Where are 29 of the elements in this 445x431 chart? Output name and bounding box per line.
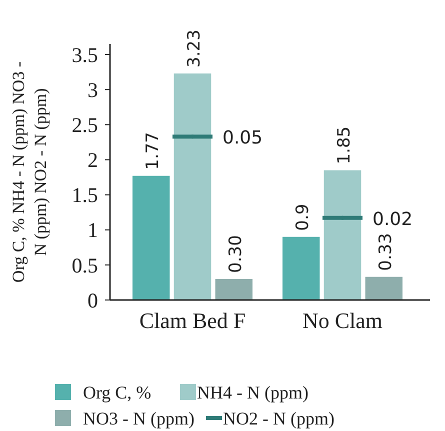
data-label: 0.05 bbox=[222, 128, 263, 149]
x-tick-label: Clam Bed F bbox=[139, 308, 246, 333]
y-tick-label: 1.5 bbox=[72, 183, 98, 208]
bar bbox=[215, 278, 252, 300]
y-axis-title: Org C, % NH4 - N (ppm) NO3 - N (ppm) NO2 - N (ppm) bbox=[9, 61, 50, 283]
bar bbox=[324, 170, 362, 300]
y-tick-label: 1 bbox=[88, 218, 98, 242]
data-label: 0.02 bbox=[372, 208, 413, 230]
y-tick-label: 3 bbox=[88, 78, 98, 102]
y-tick-label: 2.5 bbox=[72, 113, 98, 138]
y-tick-label: 2 bbox=[88, 148, 98, 172]
bar bbox=[282, 236, 320, 300]
data-label: 1.77 bbox=[143, 132, 164, 170]
legend-label: NO3 - N (ppm) bbox=[83, 408, 194, 428]
y-tick-label: 0 bbox=[88, 288, 98, 312]
legend-label: NO2 - N (ppm) bbox=[223, 408, 334, 428]
bar bbox=[132, 176, 170, 300]
bar bbox=[174, 73, 212, 300]
legend-label: NH4 - N (ppm) bbox=[197, 382, 308, 402]
data-label: 1.85 bbox=[334, 126, 354, 164]
data-label: 0.33 bbox=[376, 232, 396, 271]
x-tick-label: No Clam bbox=[302, 308, 383, 333]
y-tick-label: 3.5 bbox=[72, 42, 98, 67]
legend-label: Org C, % bbox=[83, 382, 152, 402]
data-label: 3.23 bbox=[184, 30, 204, 68]
y-tick-label: 0.5 bbox=[72, 253, 98, 278]
bar bbox=[365, 276, 402, 300]
data-label: 0.30 bbox=[226, 235, 246, 273]
data-label: 0.9 bbox=[293, 204, 314, 231]
